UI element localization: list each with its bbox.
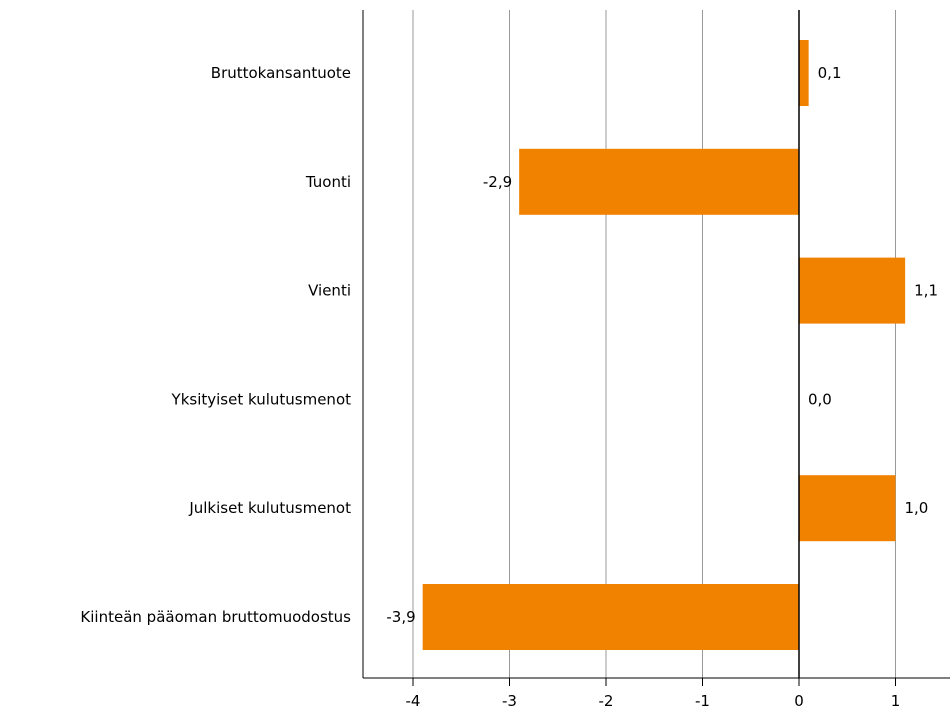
bar [422, 584, 799, 650]
x-tick-label: 1 [891, 692, 901, 710]
bar [799, 475, 896, 542]
x-tick-label: -2 [599, 692, 614, 710]
data-label: -3,9 [386, 608, 415, 626]
data-label: -2,9 [483, 173, 512, 191]
grid-lines [412, 10, 896, 678]
category-label: Kiinteän pääoman bruttomuodostus [80, 608, 351, 626]
category-label: Vienti [308, 282, 351, 300]
x-tick-label: -1 [695, 692, 710, 710]
data-label: 1,1 [914, 282, 938, 300]
x-tick-label: -3 [502, 692, 517, 710]
x-tick-label: 0 [794, 692, 804, 710]
x-tick-label: -4 [406, 692, 421, 710]
labels: -4 -3 -2 -1 0 1 Bruttokansantuote 0,1 Tuonti -2,9… [80, 64, 938, 710]
bars [422, 40, 906, 650]
data-label: 0,1 [818, 64, 842, 82]
category-label: Bruttokansantuote [211, 64, 351, 82]
category-label: Julkiset kulutusmenot [188, 499, 351, 517]
bar [519, 148, 799, 215]
category-label: Tuonti [305, 173, 351, 191]
axes [362, 10, 950, 686]
bar [799, 257, 906, 324]
data-label: 0,0 [808, 390, 832, 408]
data-label: 1,0 [905, 499, 929, 517]
category-label: Yksityiset kulutusmenot [171, 390, 352, 408]
bar [799, 40, 809, 106]
